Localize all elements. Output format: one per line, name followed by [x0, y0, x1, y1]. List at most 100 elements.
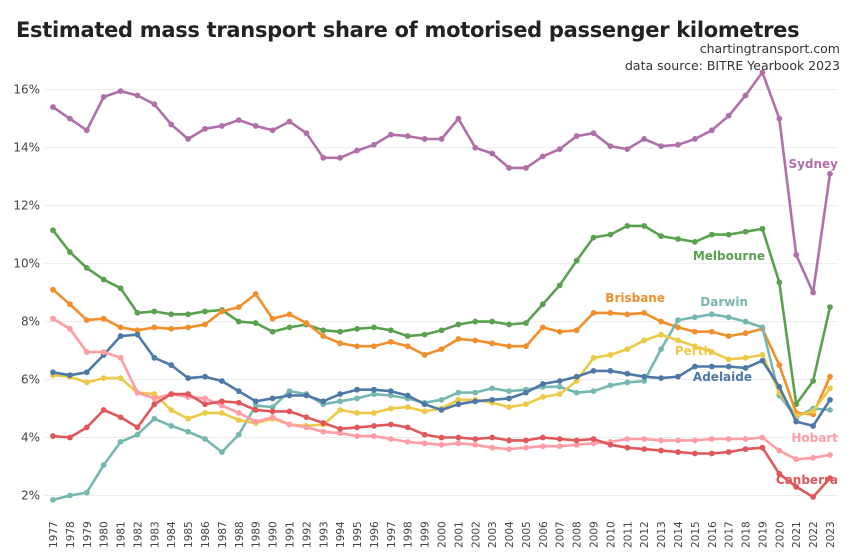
x-tick-label: 2017	[724, 521, 736, 548]
data-point	[151, 401, 158, 408]
y-tick-label: 14%	[13, 141, 40, 155]
data-point	[708, 127, 715, 134]
data-point	[641, 136, 648, 142]
data-point	[506, 404, 512, 410]
y-tick-label: 8%	[21, 315, 40, 329]
x-tick-label: 1978	[65, 521, 77, 548]
series-hobart	[50, 315, 833, 463]
data-point	[320, 420, 327, 426]
data-point	[421, 352, 428, 358]
data-point	[354, 424, 360, 431]
data-point	[506, 321, 512, 328]
data-point	[489, 340, 496, 347]
data-point	[168, 362, 175, 368]
series-layer	[50, 69, 833, 503]
data-point	[827, 304, 833, 310]
data-point	[354, 386, 360, 393]
data-point	[725, 356, 732, 363]
data-point	[675, 324, 681, 331]
data-point	[151, 391, 158, 397]
data-point	[793, 418, 800, 425]
data-point	[455, 321, 462, 328]
data-point	[523, 437, 529, 444]
data-point	[810, 423, 817, 429]
data-point	[286, 311, 293, 318]
data-point	[235, 388, 242, 395]
x-tick-label: 2006	[538, 521, 550, 548]
x-tick-label: 1999	[420, 521, 432, 548]
data-point	[472, 441, 479, 448]
data-point	[506, 395, 512, 402]
data-point	[83, 424, 90, 431]
data-point	[83, 379, 90, 386]
data-point	[371, 343, 377, 350]
data-point	[827, 385, 833, 392]
data-point	[810, 378, 817, 384]
data-point	[489, 434, 496, 441]
data-point	[472, 398, 479, 405]
data-point	[658, 375, 664, 382]
data-point	[759, 352, 766, 358]
data-point	[725, 333, 732, 339]
data-point	[573, 389, 580, 396]
x-tick-label: 1988	[234, 521, 246, 548]
data-point	[539, 381, 546, 387]
data-point	[387, 338, 394, 345]
data-point	[658, 318, 664, 325]
series-label-hobart: Hobart	[791, 431, 838, 445]
data-point	[455, 396, 462, 403]
data-point	[438, 434, 445, 441]
data-point	[117, 438, 124, 445]
data-point	[691, 136, 698, 142]
data-point	[472, 144, 479, 151]
data-point	[354, 395, 360, 402]
data-point	[523, 389, 529, 396]
x-tick-label: 1994	[335, 521, 347, 548]
data-point	[776, 383, 783, 390]
x-tick-label: 1996	[369, 521, 381, 548]
data-point	[539, 301, 546, 308]
data-point	[185, 324, 192, 331]
x-tick-label: 1989	[251, 521, 263, 548]
data-point	[810, 289, 817, 296]
data-point	[50, 104, 56, 110]
data-point	[151, 354, 158, 361]
data-point	[810, 408, 817, 415]
data-point	[320, 154, 327, 161]
data-point	[523, 343, 529, 350]
data-point	[607, 367, 614, 374]
data-point	[438, 136, 445, 142]
x-tick-label: 1983	[149, 521, 161, 548]
data-point	[539, 324, 546, 331]
data-point	[387, 327, 394, 334]
data-point	[827, 407, 833, 413]
data-point	[117, 414, 124, 421]
data-point	[607, 352, 614, 358]
data-point	[354, 325, 360, 332]
data-point	[827, 373, 833, 380]
data-point	[202, 401, 208, 408]
data-point	[675, 373, 681, 380]
x-tick-label: 1981	[116, 521, 128, 548]
data-point	[658, 143, 664, 150]
data-point	[117, 88, 124, 95]
data-point	[219, 123, 225, 129]
data-point	[506, 343, 512, 350]
data-point	[286, 392, 293, 399]
data-point	[624, 370, 631, 377]
data-point	[320, 327, 327, 334]
data-point	[50, 315, 56, 322]
data-point	[607, 309, 614, 316]
data-point	[523, 401, 529, 408]
x-tick-label: 2008	[572, 521, 584, 548]
series-canberra	[50, 391, 833, 500]
data-point	[66, 325, 73, 332]
data-point	[489, 318, 496, 325]
data-point	[641, 436, 648, 442]
data-point	[675, 236, 681, 242]
x-tick-label: 2023	[825, 521, 837, 548]
data-point	[641, 337, 648, 344]
data-point	[252, 418, 259, 425]
x-tick-label: 2010	[605, 521, 617, 548]
x-tick-label: 2005	[521, 521, 533, 548]
